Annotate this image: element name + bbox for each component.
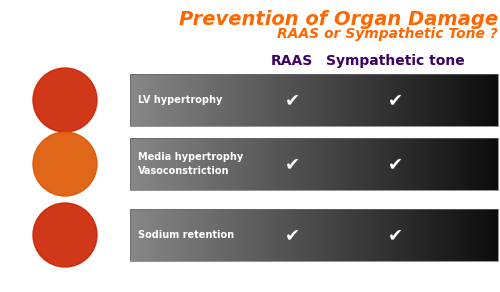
- Text: ✔: ✔: [388, 226, 402, 244]
- Text: Sodium retention: Sodium retention: [138, 230, 234, 240]
- Text: LV hypertrophy: LV hypertrophy: [138, 95, 222, 105]
- Bar: [130, 209, 498, 261]
- Text: ✔: ✔: [284, 91, 300, 109]
- Bar: [130, 138, 498, 190]
- Circle shape: [33, 132, 97, 196]
- Text: ✔: ✔: [388, 91, 402, 109]
- Text: ✔: ✔: [284, 155, 300, 173]
- Bar: [130, 74, 498, 126]
- Text: ✔: ✔: [388, 155, 402, 173]
- Circle shape: [33, 68, 97, 132]
- Text: Media hypertrophy: Media hypertrophy: [138, 152, 243, 162]
- Text: Prevention of Organ Damage: Prevention of Organ Damage: [179, 10, 498, 29]
- Text: RAAS: RAAS: [271, 54, 313, 68]
- Circle shape: [33, 203, 97, 267]
- Text: RAAS or Sympathetic Tone ?: RAAS or Sympathetic Tone ?: [277, 27, 498, 41]
- Text: ✔: ✔: [284, 226, 300, 244]
- Text: Sympathetic tone: Sympathetic tone: [326, 54, 464, 68]
- Text: Vasoconstriction: Vasoconstriction: [138, 166, 230, 176]
